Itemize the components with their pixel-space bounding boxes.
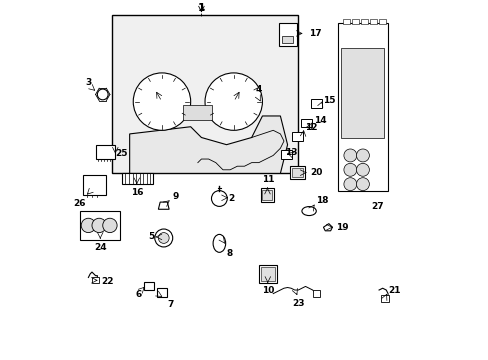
Circle shape	[102, 218, 117, 233]
Text: 1: 1	[198, 3, 204, 13]
Bar	[111, 15, 298, 174]
Bar	[337, 23, 387, 191]
Circle shape	[204, 73, 262, 130]
Circle shape	[356, 178, 368, 190]
Bar	[292, 132, 303, 141]
Text: 25: 25	[115, 149, 127, 158]
Text: 4: 4	[255, 85, 262, 94]
Bar	[92, 278, 99, 283]
Bar	[312, 290, 319, 297]
Polygon shape	[323, 224, 332, 231]
Bar	[343, 19, 349, 24]
Text: 7: 7	[167, 300, 173, 309]
Text: 17: 17	[308, 29, 321, 38]
Text: 12: 12	[304, 123, 317, 132]
Text: 24: 24	[95, 243, 107, 252]
Text: 13: 13	[285, 148, 297, 157]
Text: 21: 21	[387, 285, 400, 294]
Bar	[380, 296, 388, 302]
Circle shape	[343, 163, 356, 176]
Ellipse shape	[301, 207, 316, 216]
Bar	[291, 168, 303, 177]
Bar	[300, 119, 311, 127]
Bar	[156, 288, 167, 297]
Circle shape	[81, 218, 95, 233]
Bar	[260, 188, 274, 202]
Text: 5: 5	[147, 232, 154, 241]
Text: 3: 3	[85, 78, 91, 87]
Circle shape	[211, 190, 227, 206]
Bar	[144, 282, 154, 290]
Circle shape	[133, 73, 190, 130]
Circle shape	[343, 149, 356, 162]
Text: 14: 14	[313, 116, 325, 125]
Polygon shape	[158, 202, 169, 209]
Text: 16: 16	[130, 188, 143, 197]
Bar	[262, 190, 272, 200]
Bar	[183, 105, 212, 120]
FancyBboxPatch shape	[81, 211, 120, 240]
Circle shape	[356, 149, 368, 162]
Bar	[378, 19, 385, 24]
Circle shape	[92, 218, 106, 233]
Text: 15: 15	[323, 96, 335, 105]
Text: 23: 23	[291, 299, 304, 308]
FancyBboxPatch shape	[278, 23, 296, 46]
Circle shape	[97, 89, 108, 100]
Circle shape	[356, 163, 368, 176]
Text: 22: 22	[101, 277, 113, 286]
Text: 2: 2	[228, 194, 234, 203]
Text: 6: 6	[136, 291, 142, 300]
Bar	[310, 99, 321, 108]
Circle shape	[343, 178, 356, 190]
Text: 11: 11	[261, 175, 273, 184]
Circle shape	[155, 229, 172, 247]
Text: 26: 26	[73, 198, 85, 207]
Text: 8: 8	[226, 249, 232, 258]
Bar	[290, 166, 304, 179]
Text: 19: 19	[335, 224, 348, 233]
Text: 9: 9	[172, 192, 179, 201]
Bar	[281, 36, 293, 43]
Text: 1: 1	[198, 3, 204, 12]
Bar	[281, 150, 292, 159]
Text: 18: 18	[316, 196, 328, 205]
Bar	[361, 19, 367, 24]
Bar	[258, 265, 276, 283]
Bar	[83, 175, 106, 195]
Bar	[260, 267, 274, 281]
Text: 27: 27	[370, 202, 383, 211]
Circle shape	[158, 233, 169, 243]
Bar	[95, 145, 115, 159]
Bar	[122, 174, 153, 184]
Bar	[340, 48, 383, 138]
Ellipse shape	[213, 234, 225, 252]
Polygon shape	[129, 116, 287, 174]
Text: 10: 10	[261, 287, 273, 296]
Text: 20: 20	[309, 168, 322, 177]
Bar	[351, 19, 358, 24]
Bar	[369, 19, 376, 24]
